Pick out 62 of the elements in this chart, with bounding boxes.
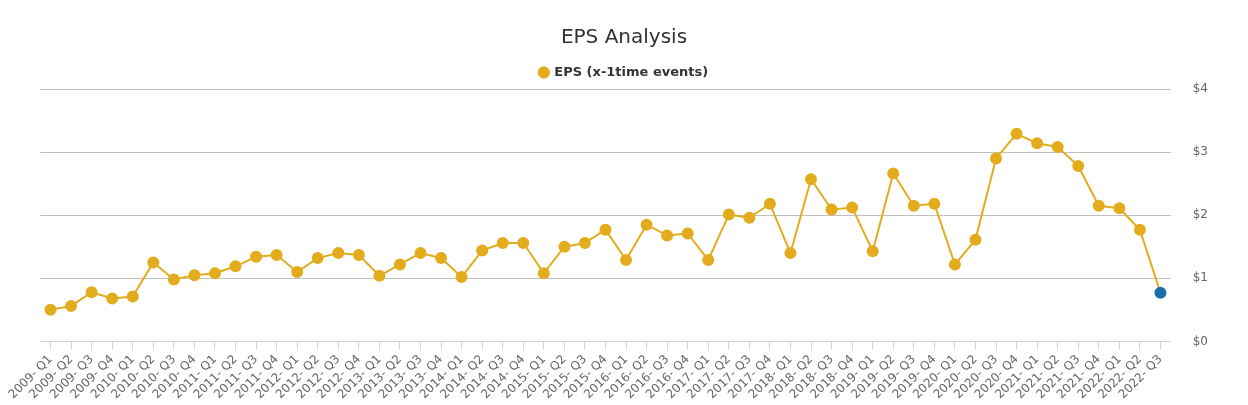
- point: [784, 247, 797, 260]
- point: [681, 227, 694, 240]
- legend-label: EPS (x-1time events): [554, 63, 709, 79]
- point: [866, 245, 879, 258]
- point: [435, 252, 448, 265]
- point: [1154, 286, 1167, 299]
- point: [846, 201, 859, 214]
- point: [44, 303, 57, 316]
- point: [126, 290, 139, 303]
- point: [352, 248, 365, 261]
- point: [517, 236, 530, 249]
- point: [599, 223, 612, 236]
- point: [65, 300, 78, 313]
- point: [229, 260, 242, 273]
- point: [332, 247, 345, 260]
- y-tick-label: $3: [1192, 144, 1209, 159]
- point: [106, 292, 119, 305]
- point: [1092, 199, 1105, 212]
- point: [990, 152, 1003, 165]
- point: [250, 250, 263, 263]
- point: [1031, 137, 1044, 150]
- point: [640, 218, 653, 231]
- point: [393, 258, 406, 271]
- point: [373, 269, 386, 282]
- point: [825, 203, 838, 216]
- point: [188, 269, 201, 282]
- point: [1072, 159, 1085, 172]
- point: [805, 173, 818, 186]
- point: [167, 273, 180, 286]
- y-tick-label: $0: [1192, 333, 1209, 348]
- point: [208, 267, 221, 280]
- point: [476, 244, 489, 257]
- point: [969, 233, 982, 246]
- point: [763, 197, 776, 210]
- point: [661, 229, 674, 242]
- point: [928, 197, 941, 210]
- point: [907, 199, 920, 212]
- point: [414, 247, 427, 260]
- point: [270, 248, 283, 261]
- point: [291, 265, 304, 278]
- point: [1010, 127, 1023, 140]
- point: [1133, 223, 1146, 236]
- y-tick-label: $1: [1192, 270, 1209, 285]
- point: [722, 208, 735, 221]
- point: [887, 167, 900, 180]
- point: [496, 236, 509, 249]
- point: [620, 253, 633, 266]
- point: [1113, 202, 1126, 215]
- point: [147, 256, 160, 269]
- point: [578, 236, 591, 249]
- point: [558, 240, 571, 253]
- point: [537, 267, 550, 280]
- chart-title: EPS Analysis: [560, 24, 688, 49]
- point: [311, 252, 324, 265]
- point: [455, 271, 468, 284]
- point: [948, 258, 961, 271]
- y-tick-label: $2: [1192, 207, 1209, 222]
- y-tick-label: $4: [1192, 81, 1209, 96]
- point: [85, 286, 98, 299]
- point: [702, 253, 715, 266]
- point: [743, 211, 756, 224]
- point: [1051, 141, 1064, 154]
